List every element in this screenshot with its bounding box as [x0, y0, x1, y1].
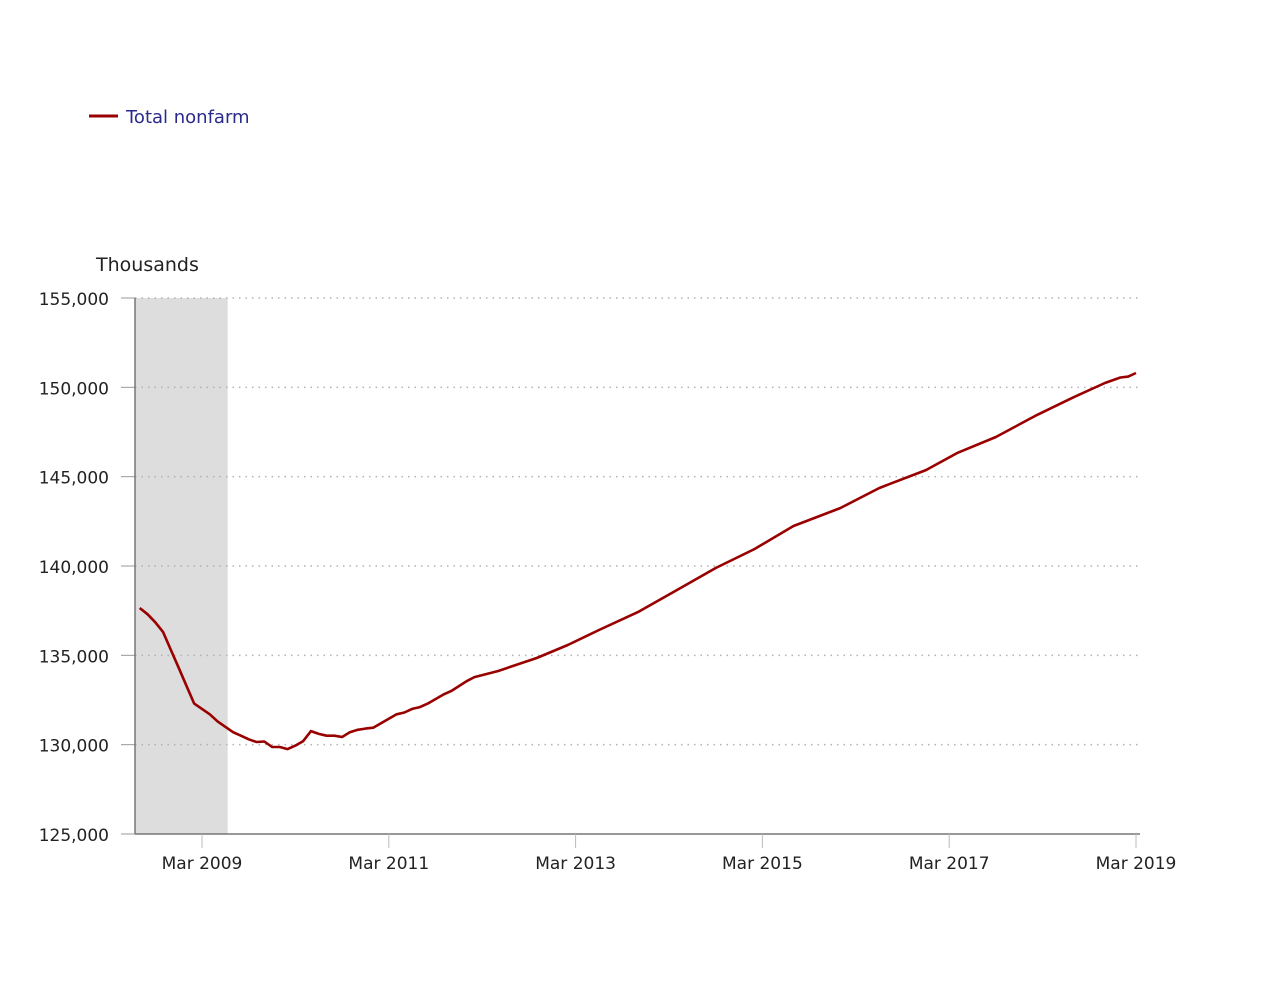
y-tick-label: 155,000: [39, 290, 109, 310]
x-tick-label: Mar 2015: [722, 854, 803, 874]
y-tick-label: 140,000: [39, 558, 109, 578]
x-tick-label: Mar 2013: [535, 854, 616, 874]
y-tick-label: 125,000: [39, 826, 109, 846]
legend-label-total-nonfarm[interactable]: Total nonfarm: [125, 107, 250, 128]
series-line-total-nonfarm: [138, 371, 1137, 751]
x-tick-label: Mar 2019: [1096, 854, 1177, 874]
y-tick-label: 130,000: [39, 737, 109, 757]
y-tick-label: 150,000: [39, 379, 109, 399]
y-axis-label: Thousands: [95, 254, 199, 276]
x-tick-label: Mar 2011: [348, 854, 429, 874]
y-tick-label: 135,000: [39, 647, 109, 667]
legend: Total nonfarm: [89, 107, 250, 128]
x-tick-label: Mar 2017: [909, 854, 990, 874]
y-tick-label: 145,000: [39, 469, 109, 489]
x-tick-label: Mar 2009: [162, 854, 243, 874]
